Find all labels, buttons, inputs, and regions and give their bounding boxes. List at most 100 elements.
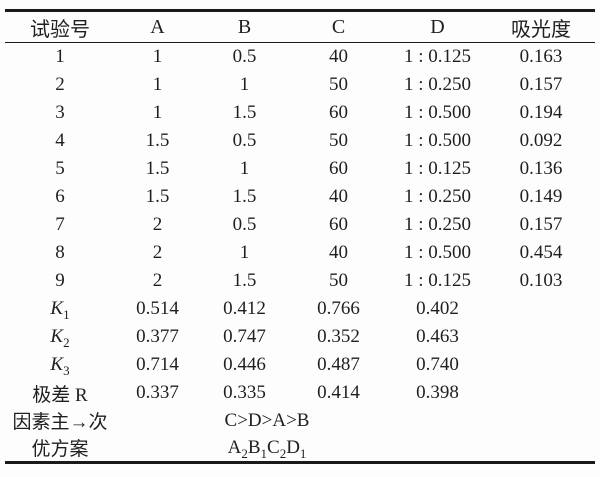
cell (487, 379, 595, 407)
table-row: K2 0.377 0.747 0.352 0.463 (5, 323, 595, 351)
cell: 0.335 (223, 382, 266, 403)
text-token: D (286, 436, 300, 458)
subscript: 3 (63, 362, 70, 378)
cell: 0.337 (136, 382, 179, 403)
cell: 1 : 0.500 (403, 102, 472, 123)
cell: 0.747 (223, 326, 266, 347)
text-token: K (50, 354, 64, 375)
table-row: 4 1.5 0.5 50 1 : 0.500 0.092 (5, 127, 595, 155)
row-label: 5 (55, 158, 65, 179)
cell: 2 (152, 242, 163, 263)
cell: 0.463 (416, 326, 459, 347)
column-header-0: 试验号 (5, 9, 115, 43)
column-header-1: A (115, 9, 200, 43)
cell: 1.5 (232, 102, 257, 123)
cell: 1 : 0.250 (403, 214, 472, 235)
row-label: K3 (5, 351, 115, 379)
cell: 40 (329, 46, 348, 67)
empty-cell (487, 434, 595, 464)
summary-value: C>D>A>B (224, 409, 310, 431)
subscript: 1 (63, 306, 70, 322)
cell: 1 (239, 74, 250, 95)
cell: 1 : 0.500 (403, 242, 472, 263)
row-label: K1 (5, 295, 115, 323)
cell: 1.5 (232, 270, 257, 291)
cell: 1 (239, 158, 250, 179)
cell: 0.5 (232, 130, 257, 151)
cell: 0.136 (519, 158, 563, 179)
cell: 0.487 (317, 354, 360, 375)
table-row: K1 0.514 0.412 0.766 0.402 (5, 295, 595, 323)
subscript: 2 (63, 334, 70, 350)
cell (487, 351, 595, 379)
row-label: 极差 R (32, 384, 88, 406)
cell: 0.163 (519, 46, 563, 67)
cell: 0.740 (416, 354, 459, 375)
cell: 0.149 (519, 186, 563, 207)
cell (487, 323, 595, 351)
cell: 0.412 (223, 298, 266, 319)
text-token: A (227, 436, 242, 458)
row-label: 1 (55, 46, 65, 67)
cell: 0.103 (519, 270, 563, 291)
summary-value: A2B1C2D1 (115, 434, 487, 464)
table-row: 2 1 1 50 1 : 0.250 0.157 (5, 71, 595, 99)
table-row: 7 2 0.5 60 1 : 0.250 0.157 (5, 211, 595, 239)
cell: 1 : 0.125 (403, 158, 472, 179)
cell: 1 (152, 102, 163, 123)
column-header-3: C (289, 9, 388, 43)
cell: 0.714 (136, 354, 179, 375)
cell: 0.514 (136, 298, 179, 319)
cell: 0.454 (519, 242, 563, 263)
cell: 50 (329, 74, 348, 95)
cell: 60 (329, 158, 348, 179)
cell: 1 (239, 242, 250, 263)
table-row: 1 1 0.5 40 1 : 0.125 0.163 (5, 43, 595, 72)
summary-label: 因素主→次 (12, 412, 108, 433)
column-header-5: 吸光度 (487, 9, 595, 43)
cell: 0.414 (317, 382, 360, 403)
table-row: K3 0.714 0.446 0.487 0.740 (5, 351, 595, 379)
table-row: 9 2 1.5 50 1 : 0.125 0.103 (5, 267, 595, 295)
text-token: K (50, 326, 64, 347)
row-label: 2 (55, 74, 65, 95)
text-token: K (50, 298, 64, 319)
cell: 0.398 (416, 382, 459, 403)
row-label: 4 (55, 130, 65, 151)
table-row: 6 1.5 1.5 40 1 : 0.250 0.149 (5, 183, 595, 211)
row-label: K2 (5, 323, 115, 351)
subscript: 1 (260, 445, 268, 461)
table-row: 5 1.5 1 60 1 : 0.125 0.136 (5, 155, 595, 183)
summary-row: 优方案 A2B1C2D1 (5, 434, 595, 464)
cell: 0.5 (232, 46, 257, 67)
cell: 0.352 (317, 326, 360, 347)
cell: 0.092 (519, 130, 563, 151)
cell: 1.5 (232, 186, 257, 207)
cell: 1 : 0.250 (403, 74, 472, 95)
column-header-4: D (388, 9, 487, 43)
cell: 1 : 0.500 (403, 130, 472, 151)
cell: 0.446 (223, 354, 266, 375)
cell: 40 (329, 242, 348, 263)
text-token: B (247, 436, 261, 458)
text-token: C (267, 436, 280, 458)
column-header-2: B (200, 9, 289, 43)
summary-row: 因素主→次 C>D>A>B (5, 407, 595, 434)
cell: 1 (152, 46, 163, 67)
subscript: 2 (279, 445, 287, 461)
table-row: 极差 R 0.337 0.335 0.414 0.398 (5, 379, 595, 407)
cell: 50 (329, 130, 348, 151)
cell: 60 (329, 102, 348, 123)
subscript: 1 (299, 445, 307, 461)
cell: 0.157 (519, 214, 563, 235)
cell: 0.5 (232, 214, 257, 235)
row-label: 9 (55, 270, 65, 291)
cell: 0.157 (519, 74, 563, 95)
table-row: 3 1 1.5 60 1 : 0.500 0.194 (5, 99, 595, 127)
cell: 0.194 (519, 102, 563, 123)
table-header: 试验号 A B C D 吸光度 (5, 9, 595, 43)
table-body: 1 1 0.5 40 1 : 0.125 0.163 2 1 1 50 1 : 0.250 0.157… (5, 43, 595, 464)
cell: 2 (152, 214, 163, 235)
row-label: 8 (55, 242, 65, 263)
row-label: 3 (55, 102, 65, 123)
